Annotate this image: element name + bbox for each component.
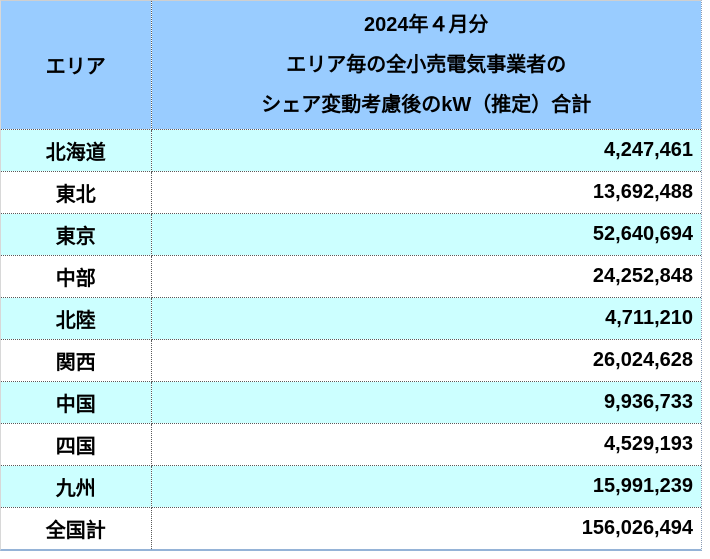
header-area-label: エリア: [45, 56, 106, 79]
value-cell: 26,024,628: [150, 338, 701, 382]
value-cell: 13,692,488: [150, 170, 701, 214]
area-cell: 中部: [1, 254, 152, 298]
header-desc-line1: エリア毎の全小売電気事業者の: [286, 53, 567, 76]
area-cell: 四国: [1, 422, 152, 466]
header-cell-kw-total: 2024年４月分 エリア毎の全小売電気事業者の シェア変動考慮後のkW（推定）合…: [150, 1, 701, 130]
table-row-kyushu: 九州 15,991,239: [1, 464, 701, 508]
area-cell: 中国: [1, 380, 152, 424]
table-row-tohoku: 東北 13,692,488: [1, 170, 701, 214]
area-cell: 東北: [1, 170, 152, 214]
value-cell: 4,247,461: [150, 128, 701, 172]
value-cell: 24,252,848: [150, 254, 701, 298]
area-cell: 北陸: [1, 296, 152, 340]
header-row: エリア 2024年４月分 エリア毎の全小売電気事業者の シェア変動考慮後のkW（…: [1, 1, 701, 130]
table-row-hokkaido: 北海道 4,247,461: [1, 128, 701, 172]
value-cell: 9,936,733: [150, 380, 701, 424]
area-cell: 九州: [1, 464, 152, 508]
table-row-tokyo: 東京 52,640,694: [1, 212, 701, 256]
header-desc-line2: シェア変動考慮後のkW（推定）合計: [261, 93, 592, 116]
table-row-hokuriku: 北陸 4,711,210: [1, 296, 701, 340]
area-kw-table: エリア 2024年４月分 エリア毎の全小売電気事業者の シェア変動考慮後のkW（…: [1, 1, 701, 549]
value-cell: 4,529,193: [150, 422, 701, 466]
table-row-chubu: 中部 24,252,848: [1, 254, 701, 298]
area-cell: 全国計: [1, 506, 152, 549]
table-row-chugoku: 中国 9,936,733: [1, 380, 701, 424]
area-cell: 関西: [1, 338, 152, 382]
area-kw-table-container: エリア 2024年４月分 エリア毎の全小売電気事業者の シェア変動考慮後のkW（…: [0, 0, 702, 551]
table-row-shikoku: 四国 4,529,193: [1, 422, 701, 466]
header-cell-area: エリア: [1, 1, 152, 130]
area-cell: 北海道: [1, 128, 152, 172]
value-cell: 156,026,494: [150, 506, 701, 549]
table-row-kansai: 関西 26,024,628: [1, 338, 701, 382]
header-period-line: 2024年４月分: [364, 13, 489, 36]
value-cell: 4,711,210: [150, 296, 701, 340]
area-cell: 東京: [1, 212, 152, 256]
value-cell: 52,640,694: [150, 212, 701, 256]
value-cell: 15,991,239: [150, 464, 701, 508]
table-row-national-total: 全国計 156,026,494: [1, 506, 701, 549]
